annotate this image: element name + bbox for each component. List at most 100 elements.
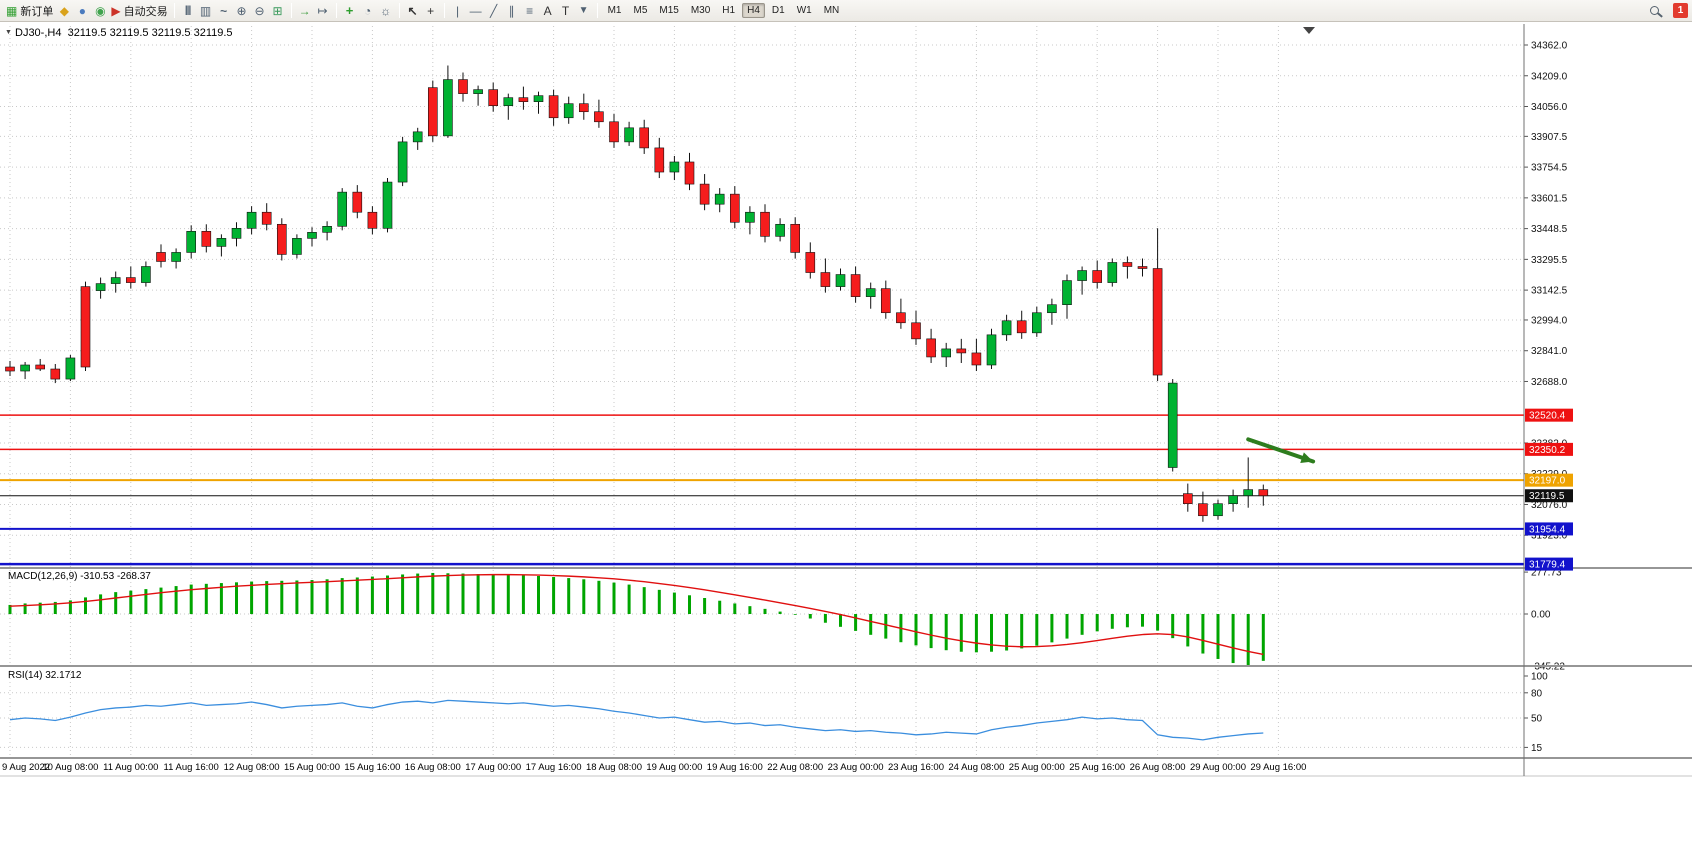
svg-text:11 Aug 00:00: 11 Aug 00:00 <box>103 762 158 773</box>
vertical-line-button[interactable]: | <box>449 2 467 20</box>
label-tool-icon: T <box>561 3 570 18</box>
new-order-button[interactable]: ▦ 新订单 <box>4 2 55 20</box>
chart-shift-button[interactable]: ↦ <box>314 2 332 20</box>
svg-text:33448.5: 33448.5 <box>1531 224 1568 235</box>
svg-text:16 Aug 08:00: 16 Aug 08:00 <box>405 762 461 773</box>
timeframe-button-w1[interactable]: W1 <box>796 5 812 16</box>
trendline-icon: ╱ <box>489 3 498 18</box>
profiles-button[interactable]: ● <box>73 2 91 20</box>
candlestick-chart-button[interactable]: ▥ <box>197 2 215 20</box>
toolbar: ▦ 新订单 ◆ ● ◉ ▶ 自动交易 ||| ▥ ~ ⊕ ⊖ ⊞ → ↦ + ◔ ☼… <box>0 0 1692 22</box>
rsi-indicator-label: RSI(14) 32.1712 <box>8 670 82 681</box>
channel-button[interactable]: ∥ <box>503 2 521 20</box>
toolbar-separator <box>596 3 598 18</box>
svg-text:17 Aug 16:00: 17 Aug 16:00 <box>526 762 582 773</box>
clock-icon: ◔ <box>363 3 372 18</box>
toolbar-separator <box>443 3 445 18</box>
cursor-button[interactable]: ↖ <box>404 2 422 20</box>
svg-text:32076.0: 32076.0 <box>1531 500 1568 511</box>
search-icon <box>1649 6 1659 15</box>
svg-text:18 Aug 08:00: 18 Aug 08:00 <box>586 762 642 773</box>
svg-text:33907.5: 33907.5 <box>1531 132 1568 143</box>
indicators-button[interactable]: + <box>341 2 359 20</box>
timeframe-group: M1 M5 M15 M30 H1 H4 D1 W1 MN <box>602 3 846 18</box>
templates-button[interactable]: ☼ <box>377 2 395 20</box>
svg-text:32994.0: 32994.0 <box>1531 315 1568 326</box>
crosshair-button[interactable]: + <box>422 2 440 20</box>
label-tool-button[interactable]: T <box>557 2 575 20</box>
new-order-icon: ▦ <box>6 3 18 18</box>
svg-text:277.73: 277.73 <box>1531 568 1562 579</box>
timeframe-button-m1[interactable]: M1 <box>607 5 622 16</box>
svg-text:15: 15 <box>1531 743 1543 754</box>
auto-trading-icon: ▶ <box>111 3 121 18</box>
shapes-dropdown-icon: ▼ <box>578 4 589 16</box>
zoom-in-icon: ⊕ <box>236 3 247 18</box>
line-chart-button[interactable]: ~ <box>215 2 233 20</box>
svg-text:-345.22: -345.22 <box>1531 662 1565 673</box>
shapes-button[interactable]: ▼ <box>575 2 593 20</box>
svg-text:32688.0: 32688.0 <box>1531 377 1568 388</box>
svg-text:29 Aug 00:00: 29 Aug 00:00 <box>1190 762 1246 773</box>
zoom-out-icon: ⊖ <box>254 3 265 18</box>
auto-scroll-button[interactable]: → <box>296 2 314 20</box>
auto-trading-label: 自动交易 <box>123 5 168 18</box>
text-tool-icon: A <box>543 3 552 18</box>
svg-text:15 Aug 16:00: 15 Aug 16:00 <box>344 762 400 773</box>
chart-title: DJ30-,H4 32119.5 32119.5 32119.5 32119.5 <box>15 27 233 39</box>
tile-windows-button[interactable]: ⊞ <box>269 2 287 20</box>
search-button[interactable] <box>1645 2 1663 20</box>
svg-text:80: 80 <box>1531 688 1543 699</box>
svg-text:26 Aug 08:00: 26 Aug 08:00 <box>1130 762 1186 773</box>
timeframe-button-h1[interactable]: H1 <box>722 5 736 16</box>
auto-trading-button[interactable]: ▶ 自动交易 <box>109 2 169 20</box>
toolbar-separator <box>335 3 337 18</box>
timeframe-button-m30[interactable]: M30 <box>690 5 711 16</box>
notification-badge[interactable]: 1 <box>1673 3 1688 18</box>
svg-text:34209.0: 34209.0 <box>1531 71 1568 82</box>
one-click-trading-toggle-icon[interactable]: ▼ <box>5 29 12 36</box>
template-icon: ☼ <box>380 3 392 18</box>
channel-icon: ∥ <box>508 3 515 18</box>
toolbar-separator <box>290 3 292 18</box>
svg-text:17 Aug 00:00: 17 Aug 00:00 <box>465 762 521 773</box>
cursor-icon: ↖ <box>407 3 418 18</box>
timeframe-button-mn[interactable]: MN <box>823 5 840 16</box>
svg-text:32520.4: 32520.4 <box>1529 411 1566 422</box>
timeframe-button-m5[interactable]: M5 <box>633 5 648 16</box>
horizontal-line-button[interactable]: — <box>467 2 485 20</box>
timeframe-button-m15[interactable]: M15 <box>659 5 679 16</box>
svg-text:25 Aug 16:00: 25 Aug 16:00 <box>1069 762 1125 773</box>
bar-chart-button[interactable]: ||| <box>179 2 197 20</box>
svg-text:32197.0: 32197.0 <box>1529 476 1566 487</box>
svg-text:23 Aug 00:00: 23 Aug 00:00 <box>828 762 884 773</box>
text-tool-button[interactable]: A <box>539 2 557 20</box>
svg-text:34056.0: 34056.0 <box>1531 102 1568 113</box>
svg-text:33601.5: 33601.5 <box>1531 193 1568 204</box>
svg-text:10 Aug 08:00: 10 Aug 08:00 <box>42 762 98 773</box>
svg-text:11 Aug 16:00: 11 Aug 16:00 <box>164 762 219 773</box>
crosshair-icon: + <box>427 3 435 18</box>
fibonacci-button[interactable]: ≡ <box>521 2 539 20</box>
svg-text:12 Aug 08:00: 12 Aug 08:00 <box>224 762 280 773</box>
svg-text:25 Aug 00:00: 25 Aug 00:00 <box>1009 762 1065 773</box>
periods-button[interactable]: ◔ <box>359 2 377 20</box>
zoom-out-button[interactable]: ⊖ <box>251 2 269 20</box>
charts-icon: ◆ <box>59 3 69 18</box>
svg-text:22 Aug 08:00: 22 Aug 08:00 <box>767 762 823 773</box>
auto-scroll-icon: → <box>298 3 311 18</box>
candlestick-chart-icon: ▥ <box>199 3 212 18</box>
svg-text:34362.0: 34362.0 <box>1531 41 1568 52</box>
svg-text:23 Aug 16:00: 23 Aug 16:00 <box>888 762 944 773</box>
svg-text:32119.5: 32119.5 <box>1529 491 1565 502</box>
charts-button[interactable]: ◆ <box>55 2 73 20</box>
svg-text:31779.4: 31779.4 <box>1529 560 1566 571</box>
timeframe-button-d1[interactable]: D1 <box>771 5 785 16</box>
zoom-in-button[interactable]: ⊕ <box>233 2 251 20</box>
timeframe-button-h4[interactable]: H4 <box>742 3 765 18</box>
svg-text:31954.4: 31954.4 <box>1529 524 1566 535</box>
trendline-button[interactable]: ╱ <box>485 2 503 20</box>
community-button[interactable]: ◉ <box>91 2 109 20</box>
toolbar-separator <box>398 3 400 18</box>
